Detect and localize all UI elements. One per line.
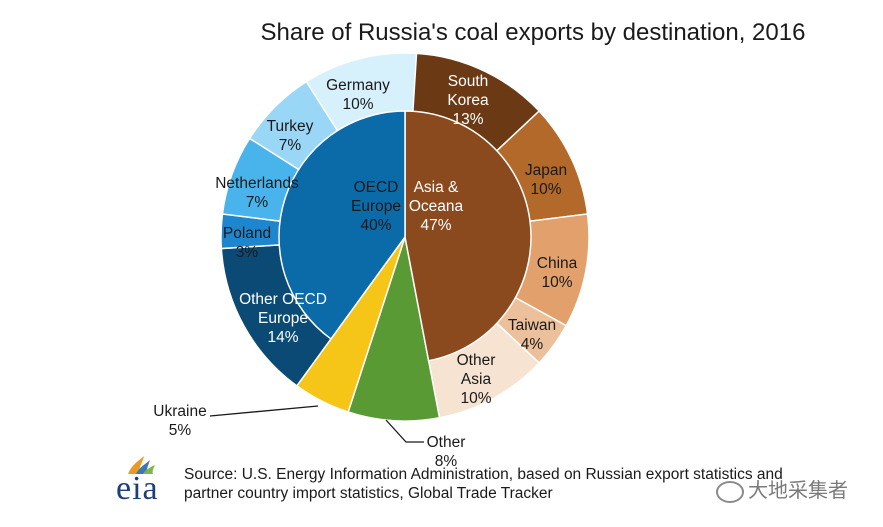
eia-flame-icon (128, 456, 155, 474)
slice-labels: South Korea 13% Japan 10% China 10% Taiwan 4% Oth… (153, 73, 577, 470)
outer-label-china: China 10% (537, 255, 578, 291)
inner-label-asia-oceana: Asia & Oceana 47% (409, 179, 464, 234)
outer-label-taiwan: Taiwan 4% (508, 317, 556, 353)
chart-title: Share of Russia's coal exports by destin… (261, 19, 806, 46)
eia-logo (110, 452, 172, 512)
callout-label-ukraine: Ukraine 5% (153, 403, 206, 439)
inner-slice-asia-oceana (404, 110, 532, 362)
inner-label-oecd-europe: OECD Europe 40% (351, 179, 401, 234)
eia-logo-text: eia (116, 470, 159, 507)
outer-label-germany: Germany 10% (326, 77, 390, 113)
inner-slice-oecd-europe (278, 110, 406, 340)
source-note: Source: U.S. Energy Information Administ… (184, 466, 783, 502)
outer-label-other-oecd-europe: Other OECD Europe 14% (239, 291, 327, 346)
wechat-icon (716, 480, 744, 503)
outer-label-turkey: Turkey 7% (267, 118, 314, 154)
outer-label-south-korea: South Korea 13% (447, 73, 489, 128)
callout-line-other (385, 419, 424, 443)
inner-ring (278, 110, 532, 362)
outer-label-poland: Poland 3% (223, 225, 271, 261)
watermark-text: 大地采集者 (748, 480, 848, 502)
callout-line-ukraine (209, 405, 319, 417)
outer-label-netherlands: Netherlands 7% (215, 175, 299, 211)
watermark: 大地采集者 (716, 474, 848, 503)
outer-label-japan: Japan 10% (525, 162, 567, 198)
outer-slice-other-5 (347, 236, 441, 422)
outer-label-other-asia: Other Asia 10% (457, 352, 496, 407)
callout-label-other: Other 8% (427, 434, 466, 470)
